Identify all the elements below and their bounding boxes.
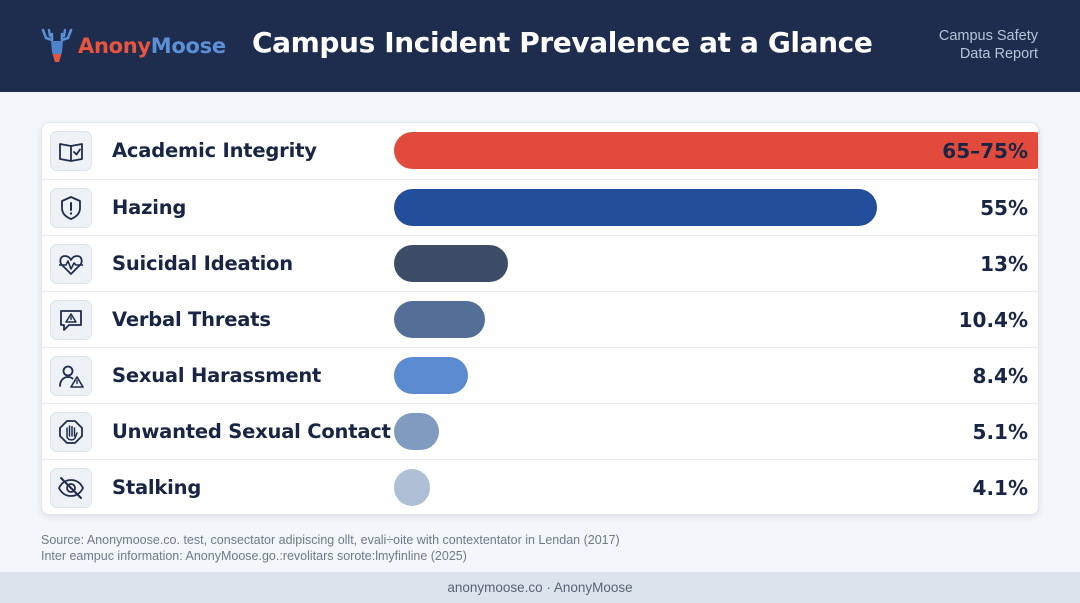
value-label: 4.1%	[972, 476, 1028, 500]
category-label: Stalking	[112, 476, 202, 499]
person-warning-icon	[50, 356, 92, 396]
bar	[394, 245, 508, 282]
category-label: Suicidal Ideation	[112, 252, 293, 275]
value-label: 55%	[980, 196, 1028, 220]
value-label: 10.4%	[958, 308, 1028, 332]
footer-bar: anonymoose.co · AnonyMoose	[0, 572, 1080, 603]
bar	[394, 132, 1038, 169]
footer-text: anonymoose.co · AnonyMoose	[447, 580, 633, 595]
subtitle-line-2: Data Report	[959, 46, 1038, 62]
chart-row: Unwanted Sexual Contact 5.1%	[42, 403, 1038, 459]
bar	[394, 413, 439, 450]
category-label: Sexual Harassment	[112, 364, 322, 387]
value-label: 8.4%	[972, 364, 1028, 388]
category-label: Hazing	[112, 196, 187, 219]
value-label: 5.1%	[972, 420, 1028, 444]
category-label: Academic Integrity	[112, 139, 317, 162]
value-label: 65–75%	[942, 139, 1028, 163]
page-title: Campus Incident Prevalence at a Glance	[252, 26, 873, 59]
chart-row: Suicidal Ideation 13%	[42, 235, 1038, 291]
category-label: Unwanted Sexual Contact	[112, 420, 391, 443]
brand-logo[interactable]: AnonyMoose	[40, 22, 226, 70]
category-label: Verbal Threats	[112, 308, 271, 331]
shield-alert-icon	[50, 188, 92, 228]
source-note: Source: Anonymoose.co. test, consectator…	[41, 532, 620, 564]
bar	[394, 189, 877, 226]
chart-row: Academic Integrity 65–75%	[42, 123, 1038, 179]
report-subtitle: Campus Safety Data Report	[939, 27, 1038, 63]
value-label: 13%	[980, 252, 1028, 276]
speech-warning-icon	[50, 300, 92, 340]
source-line-1: Source: Anonymoose.co. test, consectator…	[41, 533, 620, 547]
brand-name-part2: Moose	[150, 34, 226, 58]
hand-stop-icon	[50, 412, 92, 452]
heart-pulse-icon	[50, 244, 92, 284]
brand-name-part1: Anony	[78, 34, 151, 58]
bar	[394, 469, 430, 506]
book-check-icon	[50, 131, 92, 171]
moose-icon	[41, 28, 73, 62]
subtitle-line-1: Campus Safety	[938, 28, 1038, 44]
chart-row: Verbal Threats 10.4%	[42, 291, 1038, 347]
bar-chart: Academic Integrity 65–75% Hazing 55% Suicida…	[41, 122, 1039, 515]
eye-off-icon	[50, 468, 92, 508]
chart-row: Sexual Harassment 8.4%	[42, 347, 1038, 403]
chart-row: Hazing 55%	[42, 179, 1038, 235]
bar	[394, 301, 485, 338]
header-banner: AnonyMoose Campus Incident Prevalence at…	[0, 0, 1080, 92]
chart-row: Stalking 4.1%	[42, 459, 1038, 514]
bar	[394, 357, 468, 394]
source-line-2: Inter eampuc information: AnonyMoose.go.…	[41, 549, 467, 563]
